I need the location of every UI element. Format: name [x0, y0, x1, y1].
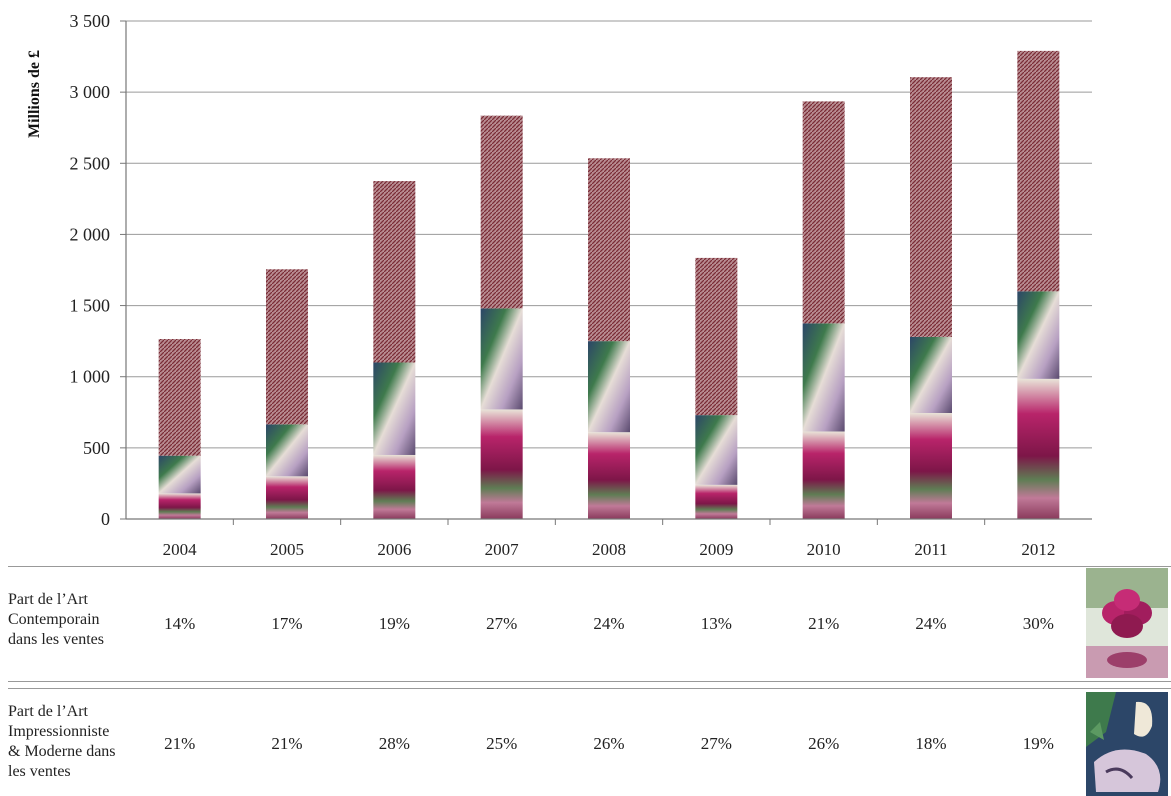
y-tick-label: 3 000: [70, 82, 111, 102]
x-tick-label: 2010: [807, 540, 841, 559]
share-value: 24%: [915, 614, 947, 633]
bar-segment-modern: [373, 362, 416, 455]
bar-segment-contemporary: [588, 432, 630, 519]
y-tick-label: 2 000: [70, 224, 111, 244]
modern-share-row: Part de l’Art Impressionniste & Moderne …: [0, 688, 1171, 796]
y-axis-title: Millions de £: [26, 50, 43, 138]
share-value: 28%: [378, 734, 410, 753]
y-tick-label: 3 500: [70, 11, 111, 31]
x-tick-label: 2008: [592, 540, 626, 559]
stacked-bar-chart: 0 500 1 000 1 500 2 000 2 500 3 000 3 500 2004 20…: [26, 11, 1092, 559]
bar-segment-contemporary: [266, 476, 308, 519]
share-value: 27%: [700, 734, 732, 753]
y-tick-label: 1 500: [70, 296, 111, 316]
bar-segment-other: [695, 257, 738, 416]
y-tick-label: 2 500: [70, 153, 111, 173]
balloon-flower-sculpture-image: [1086, 568, 1168, 678]
contemporary-share-row: Part de l’Art Contemporain dans les vent…: [0, 566, 1171, 680]
bar-segment-modern: [158, 455, 201, 494]
bar-segment-modern: [695, 415, 738, 485]
bar-segment-other: [1017, 50, 1060, 292]
share-value: 17%: [271, 614, 303, 633]
share-value: 19%: [378, 614, 410, 633]
table-divider: [8, 566, 1171, 567]
share-value: 21%: [164, 734, 196, 753]
bar-segment-contemporary: [158, 493, 201, 519]
x-tick-label: 2011: [914, 540, 947, 559]
bar-segment-modern: [910, 336, 952, 413]
share-value: 26%: [808, 734, 840, 753]
bar-segment-contemporary: [480, 409, 523, 519]
bar-segment-other: [266, 269, 308, 425]
row-label-contemporary: Part de l’Art Contemporain dans les vent…: [8, 591, 104, 648]
share-value: 25%: [486, 734, 518, 753]
x-tick-label: 2009: [699, 540, 733, 559]
row-label-modern: Part de l’Art Impressionniste & Moderne …: [8, 703, 116, 780]
cubist-painting-image: [1086, 692, 1168, 796]
bar-segment-other: [802, 101, 845, 324]
share-value: 26%: [593, 734, 625, 753]
bar-segment-modern: [266, 424, 308, 477]
bar-segment-other: [910, 77, 952, 337]
share-value: 21%: [808, 614, 840, 633]
bar-segment-contemporary: [695, 484, 738, 519]
y-tick-label: 0: [101, 509, 110, 529]
share-value: 30%: [1022, 614, 1054, 633]
table-divider: [8, 681, 1171, 682]
bar-segment-other: [480, 115, 523, 309]
bar-segment-contemporary: [802, 431, 845, 519]
x-tick-label: 2005: [270, 540, 304, 559]
bar-segment-modern: [588, 341, 630, 433]
bar-segment-other: [158, 339, 201, 456]
bar-segment-modern: [802, 323, 845, 432]
bar-segment-modern: [1017, 291, 1060, 379]
y-tick-label: 1 000: [70, 367, 111, 387]
x-tick-label: 2012: [1021, 540, 1055, 559]
x-tick-label: 2006: [377, 540, 411, 559]
bar-segment-other: [373, 181, 416, 363]
share-value: 18%: [915, 734, 947, 753]
bar-segment-contemporary: [910, 412, 952, 519]
share-value: 27%: [486, 614, 518, 633]
y-tick-label: 500: [83, 438, 110, 458]
bar-segment-contemporary: [373, 454, 416, 519]
share-value: 21%: [271, 734, 303, 753]
share-value: 19%: [1022, 734, 1054, 753]
bar-segment-other: [588, 158, 630, 342]
x-tick-label: 2007: [485, 540, 520, 559]
x-tick-label: 2004: [163, 540, 198, 559]
table-divider: [8, 688, 1171, 689]
share-value: 24%: [593, 614, 625, 633]
share-value: 14%: [164, 614, 196, 633]
bar-segment-contemporary: [1017, 378, 1060, 519]
share-value: 13%: [700, 614, 732, 633]
bar-segment-modern: [480, 308, 523, 410]
